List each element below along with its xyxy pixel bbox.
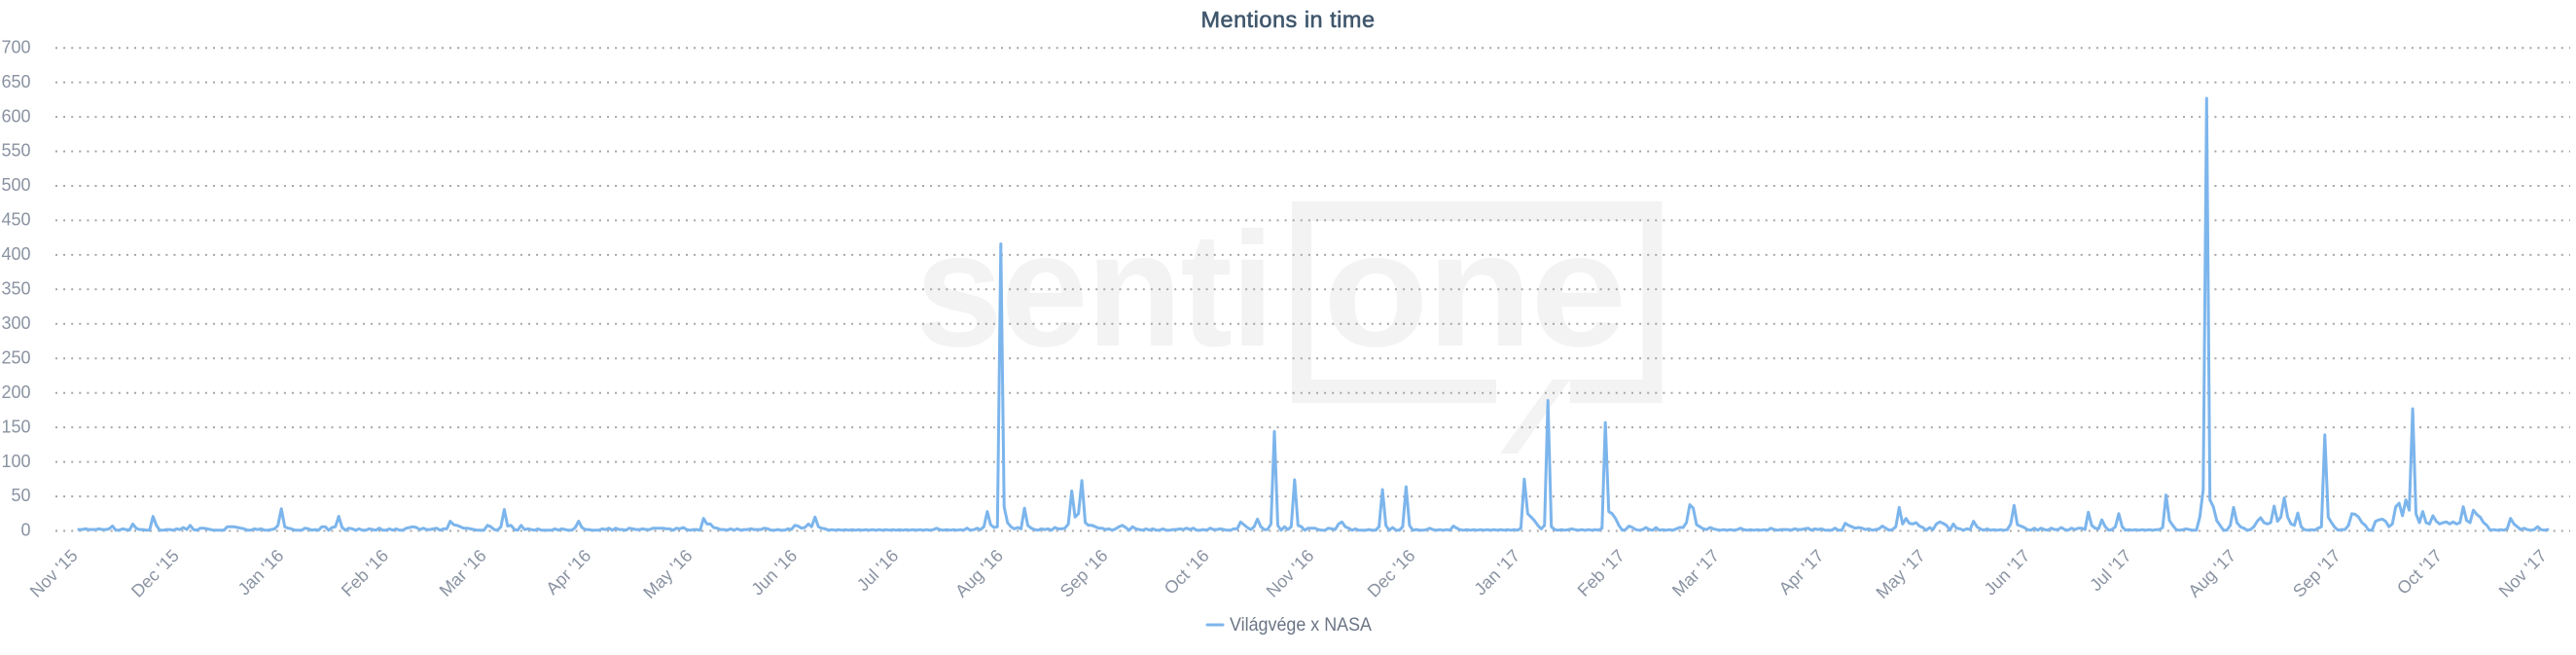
svg-text:Mentions in time: Mentions in time (1200, 7, 1375, 32)
svg-text:500: 500 (1, 175, 30, 195)
svg-text:0: 0 (20, 521, 30, 540)
svg-text:200: 200 (1, 382, 30, 402)
svg-text:50: 50 (11, 486, 30, 505)
svg-text:350: 350 (1, 279, 30, 299)
svg-text:Világvége x NASA: Világvége x NASA (1230, 614, 1372, 636)
svg-text:700: 700 (1, 37, 30, 56)
svg-text:300: 300 (1, 313, 30, 333)
svg-text:400: 400 (1, 244, 30, 264)
svg-text:100: 100 (1, 452, 30, 471)
svg-text:600: 600 (1, 106, 30, 126)
svg-text:650: 650 (1, 72, 30, 91)
svg-text:150: 150 (1, 417, 30, 436)
svg-text:250: 250 (1, 347, 30, 367)
svg-text:senti: senti (915, 200, 1272, 381)
svg-text:450: 450 (1, 210, 30, 230)
svg-text:550: 550 (1, 141, 30, 161)
